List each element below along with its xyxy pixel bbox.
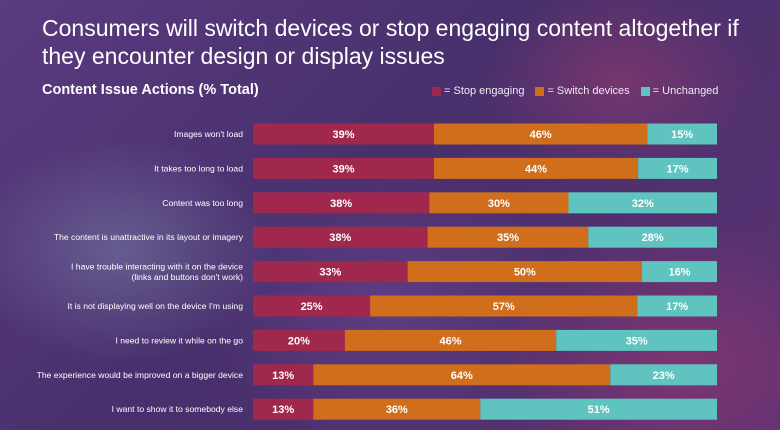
- data-label-unchanged: 17%: [667, 163, 689, 175]
- legend-item-unchanged: = Unchanged: [640, 85, 719, 97]
- data-label-stop-engaging: 25%: [301, 301, 323, 313]
- bar-segment-stop-engaging: [253, 192, 430, 214]
- bar-segment-stop-engaging: [253, 123, 434, 145]
- data-label-stop-engaging: 38%: [329, 232, 351, 244]
- data-label-unchanged: 51%: [588, 404, 610, 416]
- legend-label-switch-devices: = Switch devices: [547, 85, 630, 97]
- category-label: I have trouble interacting with it on th…: [71, 261, 243, 282]
- bar-segment-stop-engaging: [253, 398, 314, 420]
- bar-segment-stop-engaging: [253, 226, 428, 248]
- bar-segment-unchanged: [610, 364, 717, 386]
- bar-segment-switch-devices: [313, 364, 611, 386]
- bar-segment-stop-engaging: [253, 329, 345, 351]
- category-label: The experience would be improved on a bi…: [37, 370, 244, 380]
- bar-segment-unchanged: [642, 261, 717, 283]
- data-label-stop-engaging: 13%: [272, 404, 294, 416]
- data-label-switch-devices: 36%: [386, 404, 408, 416]
- data-label-stop-engaging: 33%: [319, 267, 341, 279]
- bar-segment-switch-devices: [313, 398, 481, 420]
- page-title: Consumers will switch devices or stop en…: [42, 15, 739, 69]
- data-label-switch-devices: 64%: [451, 370, 473, 382]
- bar-segment-switch-devices: [433, 157, 639, 179]
- bar-segment-stop-engaging: [253, 157, 434, 179]
- data-label-unchanged: 23%: [653, 370, 675, 382]
- bar-segment-unchanged: [637, 295, 717, 317]
- legend-label-unchanged: = Unchanged: [652, 85, 719, 97]
- bar-segment-unchanged: [638, 157, 717, 179]
- data-label-switch-devices: 46%: [530, 129, 552, 141]
- bar-segment-stop-engaging: [253, 364, 314, 386]
- bar-segment-unchanged: [480, 398, 717, 420]
- bar-segment-switch-devices: [433, 123, 648, 145]
- data-label-unchanged: 32%: [632, 198, 654, 210]
- bar-segment-switch-devices: [370, 295, 638, 317]
- data-label-unchanged: 17%: [666, 301, 688, 313]
- bar-segment-stop-engaging: [253, 295, 371, 317]
- data-label-unchanged: 15%: [671, 129, 693, 141]
- legend-label-stop-engaging: = Stop engaging: [444, 85, 525, 97]
- legend-swatch-stop-engaging: [432, 86, 441, 96]
- legend-swatch-unchanged: [640, 86, 650, 96]
- data-label-stop-engaging: 39%: [332, 163, 354, 175]
- category-label: It is not displaying well on the device …: [67, 301, 243, 311]
- bar-segment-switch-devices: [407, 261, 643, 283]
- category-label: It takes too long to load: [154, 163, 243, 173]
- data-label-stop-engaging: 38%: [330, 198, 352, 210]
- bar-segment-unchanged: [647, 123, 717, 145]
- data-label-unchanged: 35%: [626, 335, 648, 347]
- category-label: I need to review it while on the go: [115, 335, 243, 345]
- chart-legend: = Stop engaging = Switch devices = Uncha…: [432, 85, 718, 97]
- data-label-switch-devices: 57%: [493, 301, 515, 313]
- bar-segment-unchanged: [556, 329, 717, 351]
- data-label-switch-devices: 35%: [497, 232, 519, 244]
- bar-segment-switch-devices: [429, 192, 569, 214]
- data-label-stop-engaging: 39%: [332, 129, 354, 141]
- bar-segment-unchanged: [568, 192, 717, 214]
- category-label: The content is unattractive in its layou…: [54, 232, 244, 242]
- data-label-switch-devices: 30%: [488, 198, 510, 210]
- bar-segment-switch-devices: [344, 329, 557, 351]
- category-label: Images won't load: [174, 129, 243, 139]
- data-label-unchanged: 16%: [668, 267, 690, 279]
- legend-swatch-switch-devices: [535, 86, 545, 96]
- data-label-stop-engaging: 13%: [272, 370, 294, 382]
- data-label-stop-engaging: 20%: [288, 335, 310, 347]
- chart-subtitle: Content Issue Actions (% Total): [42, 82, 259, 98]
- bar-segment-stop-engaging: [253, 261, 408, 283]
- data-label-switch-devices: 44%: [525, 163, 547, 175]
- legend-item-switch-devices: = Switch devices: [535, 85, 630, 97]
- bar-segment-switch-devices: [427, 226, 589, 248]
- legend-item-stop-engaging: = Stop engaging: [432, 85, 524, 97]
- category-label: I want to show it to somebody else: [112, 404, 244, 414]
- data-label-switch-devices: 50%: [514, 267, 536, 279]
- bar-segment-unchanged: [588, 226, 717, 248]
- data-label-switch-devices: 46%: [440, 335, 462, 347]
- category-label: Content was too long: [162, 198, 243, 208]
- data-label-unchanged: 28%: [642, 232, 664, 244]
